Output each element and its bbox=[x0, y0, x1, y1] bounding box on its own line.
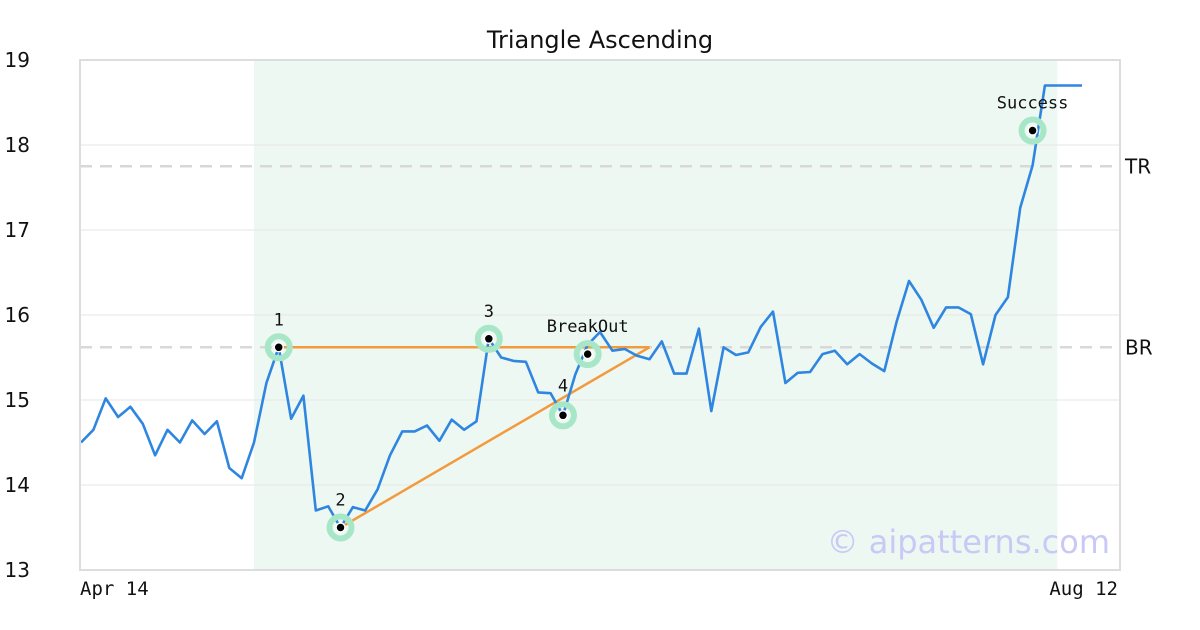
y-tick-label: 17 bbox=[5, 218, 30, 242]
point-halo bbox=[573, 340, 602, 369]
y-tick-label: 16 bbox=[5, 303, 30, 327]
pattern-point-1: 1 bbox=[264, 310, 293, 362]
pattern-point-2: 2 bbox=[326, 491, 355, 542]
y-tick-label: 13 bbox=[5, 558, 30, 582]
point-halo bbox=[1018, 116, 1047, 145]
point-label: Success bbox=[997, 94, 1069, 114]
x-tick-labels: Apr 14 Aug 12 bbox=[80, 578, 1118, 600]
point-label: 2 bbox=[335, 491, 345, 511]
point-halo bbox=[548, 401, 577, 430]
point-dot bbox=[335, 522, 346, 533]
point-halo bbox=[326, 513, 355, 542]
x-tick-label: Apr 14 bbox=[80, 578, 149, 600]
x-tick-label: Aug 12 bbox=[1049, 578, 1118, 600]
level-label-tr: TR bbox=[1124, 154, 1151, 178]
point-dot bbox=[582, 348, 593, 360]
y-tick-label: 19 bbox=[5, 48, 30, 72]
point-dot bbox=[483, 333, 495, 345]
point-dot bbox=[1027, 125, 1038, 136]
point-halo bbox=[264, 333, 293, 362]
y-tick-label: 18 bbox=[5, 133, 30, 157]
point-label: 3 bbox=[484, 302, 494, 322]
point-label: BreakOut bbox=[547, 317, 629, 337]
level-label-br: BR bbox=[1125, 335, 1153, 359]
pattern-point-breakout: BreakOut bbox=[547, 317, 629, 369]
y-tick-label: 14 bbox=[5, 473, 30, 497]
trendline-support bbox=[339, 346, 651, 529]
pattern-point-3: 3 bbox=[474, 302, 503, 353]
y-tick-label: 15 bbox=[5, 388, 30, 412]
point-dot bbox=[557, 410, 569, 421]
point-label: 1 bbox=[274, 310, 284, 330]
pattern-point-4: 4 bbox=[548, 376, 577, 430]
pattern-points: 1 2 3 4 BreakOut Success bbox=[264, 94, 1069, 542]
point-label: 4 bbox=[558, 376, 568, 396]
watermark: © aipatterns.com bbox=[827, 523, 1110, 561]
point-dot bbox=[273, 342, 284, 353]
plot-frame bbox=[79, 59, 1121, 571]
pattern-point-success: Success bbox=[997, 94, 1069, 145]
y-tick-labels: 13 14 15 16 17 18 19 bbox=[5, 48, 30, 582]
chart-title: Triangle Ascending bbox=[486, 26, 713, 54]
point-halo bbox=[474, 324, 503, 353]
